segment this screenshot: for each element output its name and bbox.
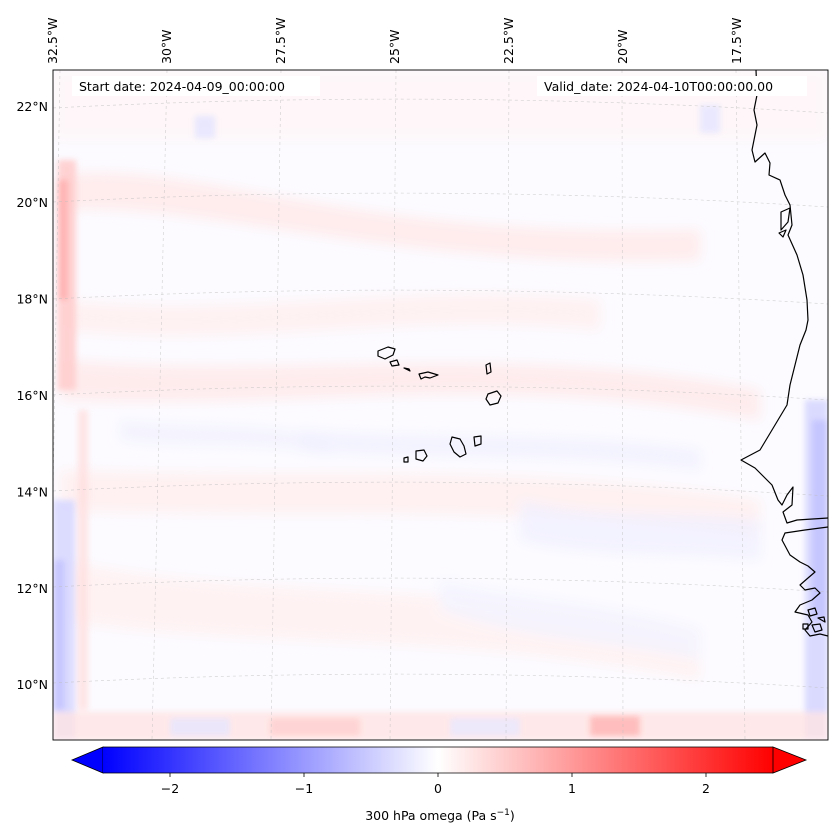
valid-date-text: Valid_date: 2024-04-10T00:00:00.00: [544, 79, 773, 94]
start-date-text: Start date: 2024-04-09_00:00:00: [79, 79, 285, 94]
lat-tick-label: 18°N: [16, 292, 48, 307]
lon-tick-label: 27.5°W: [273, 18, 288, 64]
lon-tick-label: 30°W: [159, 29, 174, 64]
island-santo-antao: [377, 346, 396, 360]
island-santa-luzia: [403, 367, 411, 372]
colorbar-extend-left: [70, 746, 104, 774]
colorbar-body: [103, 747, 773, 773]
colorbar-label-end: ): [510, 808, 515, 823]
colorbar-label-sup: −1: [497, 808, 510, 818]
lat-tick-label: 10°N: [16, 677, 48, 692]
island-brava: [403, 456, 409, 463]
coastlines: [377, 70, 828, 637]
lat-tick-label: 16°N: [16, 388, 48, 403]
lon-tick-label: 20°W: [615, 29, 630, 64]
island-sao-nicolau: [418, 371, 439, 380]
map-panel[interactable]: Start date: 2024-04-09_00:00:00 Valid_da…: [49, 70, 828, 740]
island-maio: [473, 435, 482, 447]
bijagos-islands: [802, 607, 826, 633]
colorbar-label-main: 300 hPa omega (Pa s: [365, 808, 496, 823]
lon-tick-label: 25°W: [387, 29, 402, 64]
valid-date-box: Valid_date: 2024-04-10T00:00:00.00: [537, 76, 807, 96]
longitude-labels: 32.5°W 30°W 27.5°W 25°W 22.5°W 20°W 17.5°W: [45, 18, 744, 64]
colorbar-tick-label: 0: [434, 781, 442, 796]
island-boa-vista: [485, 390, 502, 406]
lon-tick-label: 22.5°W: [501, 18, 516, 64]
colorbar-label: 300 hPa omega (Pa s−1): [365, 808, 515, 823]
lon-tick-label: 17.5°W: [729, 18, 744, 64]
latitude-labels: 22°N 20°N 18°N 16°N 14°N 12°N 10°N: [16, 99, 48, 692]
colorbar-tick-label: −2: [161, 781, 179, 796]
island-sao-vicente: [389, 359, 400, 367]
canary-coast-detail: [778, 207, 791, 238]
map-frame: [52, 69, 829, 741]
lat-tick-label: 12°N: [16, 581, 48, 596]
colorbar-tick-label: 1: [568, 781, 576, 796]
lat-tick-label: 20°N: [16, 195, 48, 210]
island-santiago: [449, 436, 467, 458]
colorbar-extend-right: [772, 746, 808, 774]
lat-tick-label: 14°N: [16, 484, 48, 499]
colorbar-tick-label: −1: [295, 781, 313, 796]
gridlines: [53, 70, 828, 740]
lon-tick-label: 32.5°W: [45, 18, 60, 64]
colorbar-ticks: −2 −1 0 1 2: [161, 773, 710, 796]
island-sal: [485, 362, 492, 375]
start-date-box: Start date: 2024-04-09_00:00:00: [72, 76, 320, 96]
lat-tick-label: 22°N: [16, 99, 48, 114]
colorbar-tick-label: 2: [702, 781, 710, 796]
colorbar: −2 −1 0 1 2 300 hPa omega (Pa s−1): [70, 746, 808, 823]
island-fogo: [415, 449, 428, 462]
